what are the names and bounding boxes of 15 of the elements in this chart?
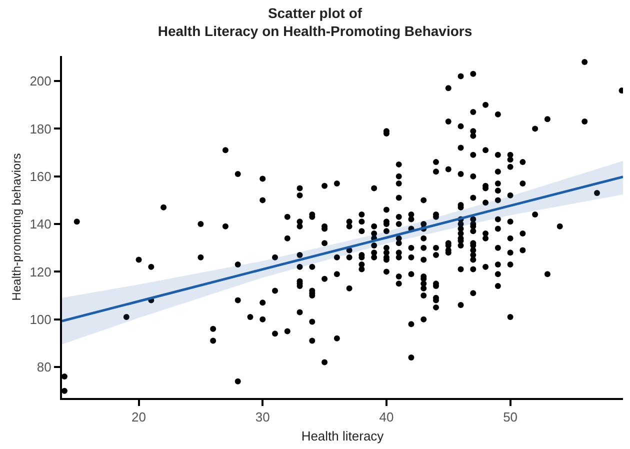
- x-tick-label: 40: [379, 410, 394, 425]
- y-tick-label: 100: [30, 312, 52, 327]
- x-tick-label: 50: [503, 410, 518, 425]
- y-tick-label: 160: [30, 168, 52, 184]
- y-tick-label: 180: [30, 121, 52, 136]
- chart-title: Scatter plot of Health Literacy on Health-Promoting Behaviors: [158, 4, 472, 40]
- y-axis-title: Health-promoting behaviors: [9, 153, 24, 301]
- y-tick-label: 200: [30, 74, 52, 89]
- x-tick-label: 30: [255, 410, 270, 425]
- x-tick-label: 20: [132, 410, 146, 425]
- y-tick-label: 140: [30, 216, 52, 232]
- y-tick-label: 80: [36, 360, 52, 375]
- x-axis-title: Health literacy: [301, 428, 384, 444]
- line-series: [62, 176, 623, 322]
- y-tick-label: 120: [30, 264, 52, 280]
